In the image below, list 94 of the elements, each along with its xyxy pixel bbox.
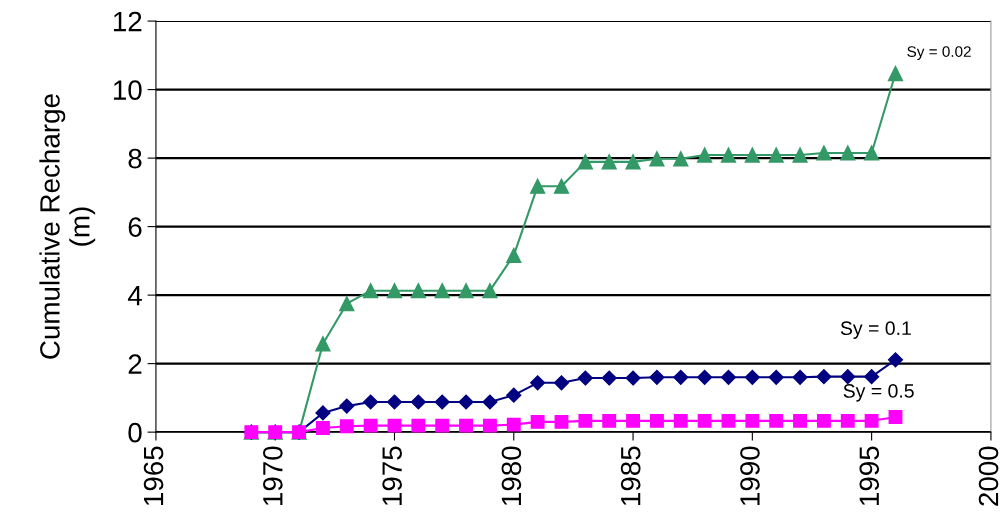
- point: [553, 375, 570, 391]
- y-axis-title: Cumulative Recharge (m): [39, 94, 96, 359]
- point: [673, 151, 689, 167]
- series-label: Sy = 0.5: [843, 384, 914, 402]
- point: [840, 369, 856, 385]
- point: [864, 413, 879, 428]
- point: [530, 414, 545, 429]
- point: [530, 375, 546, 391]
- x-tick-label: 1995: [859, 446, 880, 505]
- point: [411, 418, 426, 433]
- y-tick-label: 10: [113, 80, 142, 100]
- point: [864, 369, 880, 385]
- point: [601, 370, 617, 386]
- point: [602, 413, 617, 428]
- y-tick-label: 6: [128, 217, 142, 237]
- point: [363, 418, 378, 433]
- point: [768, 369, 784, 385]
- point: [387, 418, 402, 433]
- point: [626, 413, 641, 428]
- point: [363, 394, 379, 410]
- point: [315, 336, 331, 352]
- point: [744, 369, 760, 385]
- point: [506, 387, 522, 403]
- point: [720, 147, 737, 163]
- point: [601, 154, 617, 170]
- point: [697, 413, 712, 428]
- point: [745, 413, 760, 428]
- y-tick-label: 0: [128, 422, 142, 443]
- point: [386, 283, 403, 299]
- point: [458, 283, 474, 299]
- point: [482, 418, 497, 433]
- point: [625, 154, 641, 170]
- point: [482, 394, 498, 410]
- point: [434, 394, 450, 410]
- point: [887, 352, 904, 368]
- point: [888, 410, 903, 425]
- y-tick-label: 8: [128, 148, 142, 169]
- y-tick-label: 12: [113, 11, 142, 32]
- x-tick-label: 2000: [978, 446, 999, 506]
- series-label: Sy = 0.1: [840, 321, 911, 339]
- point: [315, 421, 330, 435]
- point: [649, 151, 665, 167]
- point: [768, 147, 784, 163]
- point: [482, 283, 498, 299]
- point: [339, 296, 355, 312]
- point: [721, 413, 736, 428]
- point: [529, 178, 546, 194]
- point: [577, 154, 593, 170]
- x-tick-label: 1970: [263, 446, 283, 505]
- point: [863, 145, 880, 161]
- point: [840, 145, 856, 161]
- point: [649, 369, 665, 385]
- point: [673, 369, 689, 385]
- point: [577, 370, 593, 386]
- point: [553, 178, 570, 194]
- point: [410, 283, 426, 299]
- point: [769, 413, 784, 428]
- point: [625, 370, 641, 386]
- point: [434, 283, 450, 299]
- point: [792, 369, 808, 385]
- point: [506, 417, 521, 432]
- point: [458, 394, 474, 410]
- point: [362, 283, 379, 299]
- y-tick-label: 2: [128, 354, 142, 374]
- point: [720, 369, 737, 385]
- point: [887, 65, 904, 82]
- point: [339, 419, 354, 434]
- point: [816, 145, 832, 161]
- x-tick-label: 1965: [143, 446, 164, 505]
- point: [744, 147, 760, 163]
- point: [410, 394, 426, 410]
- point: [435, 418, 450, 433]
- point: [339, 398, 355, 414]
- point: [578, 413, 593, 428]
- point: [386, 394, 403, 410]
- x-tick-label: 1990: [740, 446, 760, 505]
- point: [793, 413, 808, 428]
- point: [816, 369, 832, 385]
- point: [792, 147, 808, 163]
- point: [506, 247, 522, 264]
- series-label: Sy = 0.02: [907, 46, 971, 60]
- point: [673, 413, 688, 428]
- x-tick-label: 1985: [620, 446, 641, 505]
- x-tick-label: 1975: [382, 446, 402, 505]
- point: [697, 369, 713, 385]
- point: [816, 413, 831, 428]
- point: [554, 414, 569, 429]
- point: [459, 418, 474, 433]
- x-tick-label: 1980: [501, 446, 522, 505]
- point: [649, 413, 664, 428]
- point: [840, 413, 855, 428]
- point: [315, 405, 331, 421]
- y-tick-label: 4: [127, 286, 142, 306]
- point: [696, 147, 713, 163]
